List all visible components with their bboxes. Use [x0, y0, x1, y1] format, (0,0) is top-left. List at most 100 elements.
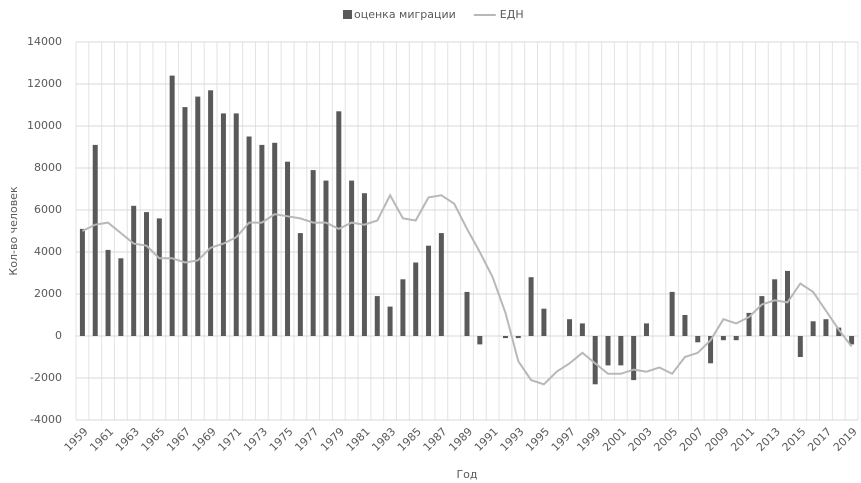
bar — [720, 336, 726, 341]
y-tick-label: 14000 — [27, 35, 62, 48]
bar — [285, 161, 291, 336]
bar — [144, 212, 150, 336]
bar — [336, 111, 342, 336]
bar — [79, 228, 85, 336]
x-tick-label: 1975 — [267, 425, 296, 454]
x-tick-label: 1963 — [113, 425, 142, 454]
bar — [618, 336, 624, 366]
bar — [118, 258, 124, 336]
x-tick-label: 2001 — [600, 425, 629, 454]
bar — [502, 336, 508, 339]
bar — [643, 323, 649, 336]
bar — [156, 218, 162, 336]
bar — [233, 113, 239, 337]
bar — [592, 336, 598, 385]
y-tick-label: -2000 — [30, 371, 62, 384]
x-tick-label: 1999 — [574, 425, 603, 454]
x-tick-label: 1961 — [87, 425, 116, 454]
legend-label: ЕДН — [500, 8, 524, 21]
y-tick-label: 4000 — [34, 245, 62, 258]
bar — [361, 193, 367, 336]
x-tick-label: 1971 — [215, 425, 244, 454]
x-tick-label: 1959 — [62, 425, 91, 454]
x-axis-title: Год — [456, 468, 477, 481]
x-tick-label: 1965 — [139, 425, 168, 454]
x-tick-label: 1995 — [523, 425, 552, 454]
x-tick-label: 1991 — [472, 425, 501, 454]
legend-swatch — [343, 10, 352, 19]
bar — [759, 296, 765, 336]
y-tick-label: 8000 — [34, 161, 62, 174]
bar — [413, 262, 419, 336]
bar — [259, 144, 265, 336]
bar — [426, 245, 432, 336]
bar — [297, 233, 303, 336]
y-tick-label: -4000 — [30, 413, 62, 426]
bar — [772, 279, 778, 336]
bar — [195, 96, 201, 336]
bar — [784, 270, 790, 336]
bar — [810, 321, 816, 336]
bar — [733, 336, 739, 341]
bar — [836, 327, 842, 336]
x-tick-label: 1977 — [292, 425, 321, 454]
bar — [477, 336, 483, 345]
x-tick-label: 2011 — [728, 425, 757, 454]
x-tick-label: 2007 — [677, 425, 706, 454]
bar — [182, 107, 188, 336]
bar — [374, 296, 380, 336]
x-tick-label: 2017 — [805, 425, 834, 454]
bar — [105, 249, 111, 336]
bar — [631, 336, 637, 381]
bar — [515, 336, 521, 339]
bar — [849, 336, 855, 345]
bar — [797, 336, 803, 357]
bar — [323, 180, 329, 336]
bar — [528, 277, 534, 336]
bar — [605, 336, 611, 366]
x-tick-label: 2003 — [626, 425, 655, 454]
x-tick-label: 1981 — [344, 425, 373, 454]
bar — [682, 315, 688, 336]
x-tick-label: 1997 — [549, 425, 578, 454]
bar — [708, 336, 714, 364]
x-tick-label: 1979 — [318, 425, 347, 454]
x-tick-label: 2019 — [831, 425, 860, 454]
x-tick-label: 2013 — [754, 425, 783, 454]
x-tick-label: 1989 — [446, 425, 475, 454]
bar — [387, 306, 393, 336]
x-tick-label: 1987 — [421, 425, 450, 454]
bar — [131, 205, 137, 336]
bar — [400, 279, 406, 336]
bar — [669, 291, 675, 336]
x-tick-label: 2009 — [703, 425, 732, 454]
x-tick-label: 1993 — [498, 425, 527, 454]
line — [81, 193, 853, 386]
legend-label: оценка миграции — [354, 8, 456, 21]
bar — [349, 180, 355, 336]
bar — [541, 308, 547, 336]
x-tick-label: 2005 — [651, 425, 680, 454]
bar — [169, 75, 175, 336]
y-tick-label: 6000 — [34, 203, 62, 216]
x-tick-label: 1983 — [369, 425, 398, 454]
bar — [823, 319, 829, 336]
bar — [438, 233, 444, 336]
bar — [464, 291, 470, 336]
y-tick-label: 0 — [55, 329, 62, 342]
y-tick-label: 10000 — [27, 119, 62, 132]
x-tick-label: 2015 — [780, 425, 809, 454]
bar — [92, 144, 98, 336]
y-tick-label: 2000 — [34, 287, 62, 300]
bar — [567, 319, 573, 336]
bar — [695, 336, 701, 343]
bar — [208, 90, 214, 336]
bar — [246, 136, 252, 336]
y-tick-label: 12000 — [27, 77, 62, 90]
x-tick-label: 1967 — [164, 425, 193, 454]
bar — [746, 312, 752, 336]
y-axis-title: Кол-во человек — [7, 186, 20, 276]
bar — [310, 170, 316, 336]
x-tick-label: 1969 — [190, 425, 219, 454]
